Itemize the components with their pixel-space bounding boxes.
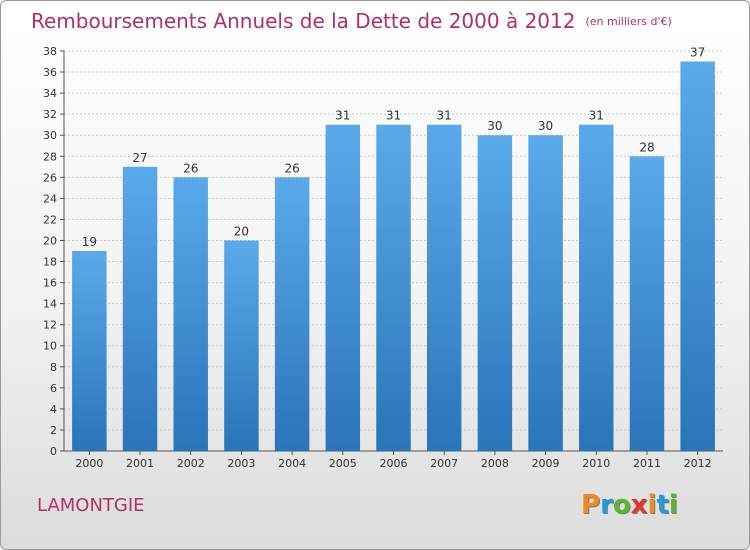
data-label: 31 — [437, 109, 452, 123]
data-labels: 19 27 26 20 26 31 31 31 30 30 31 28 37 — [82, 46, 706, 249]
bar — [477, 135, 513, 452]
x-tick-label: 2006 — [380, 457, 408, 470]
data-label: 19 — [82, 235, 97, 249]
y-tick-label: 16 — [43, 277, 57, 290]
y-tick-label: 28 — [43, 150, 57, 163]
data-label: 31 — [386, 109, 401, 123]
x-tick-label: 2008 — [481, 457, 509, 470]
x-tick-label: 2009 — [532, 457, 560, 470]
logo-letter: P — [581, 490, 601, 520]
x-tick-label: 2000 — [75, 457, 103, 470]
data-label: 26 — [284, 161, 299, 175]
x-tick-label: 2011 — [633, 457, 661, 470]
logo-letter: r — [600, 490, 613, 520]
bar — [122, 166, 158, 451]
chart-title-text: Remboursements Annuels de la Dette de 20… — [31, 9, 576, 33]
bar — [224, 240, 259, 451]
y-tick-label: 12 — [43, 319, 57, 332]
commune-name: LAMONTGIE — [37, 495, 145, 516]
y-tick-label: 26 — [43, 171, 57, 184]
bar — [426, 124, 462, 452]
y-tick-label: 10 — [43, 340, 57, 353]
x-tick-label: 2003 — [227, 457, 255, 470]
y-tick-label: 20 — [43, 234, 57, 247]
data-label: 28 — [639, 140, 654, 154]
bar — [72, 251, 107, 451]
chart-unit: (en milliers d'€) — [585, 15, 672, 28]
logo-letter: i — [647, 490, 657, 520]
data-label: 31 — [589, 109, 604, 123]
bar — [376, 124, 411, 452]
bar — [680, 61, 715, 452]
y-tick-label: 6 — [50, 382, 57, 395]
logo-letter: t — [656, 490, 669, 520]
y-tick-label: 30 — [43, 129, 57, 142]
x-tick-label: 2002 — [177, 457, 205, 470]
logo-letter: o — [612, 490, 631, 520]
x-tick-label: 2007 — [430, 457, 458, 470]
y-tick-label: 38 — [43, 45, 57, 58]
y-tick-label: 34 — [43, 87, 57, 100]
bars — [72, 61, 715, 452]
logo-letter: x — [630, 490, 648, 520]
logo-letter: i — [668, 490, 678, 520]
y-tick-label: 36 — [43, 66, 57, 79]
y-tick-label: 32 — [43, 108, 57, 121]
bar — [173, 177, 208, 451]
y-tick-label: 24 — [43, 192, 57, 205]
data-label: 20 — [234, 224, 249, 238]
bar — [528, 135, 563, 452]
bar — [629, 156, 665, 451]
x-tick-label: 2010 — [582, 457, 610, 470]
x-tick-label: 2004 — [278, 457, 306, 470]
y-tick-label: 22 — [43, 213, 57, 226]
x-tick-label: 2005 — [329, 457, 357, 470]
bar — [274, 177, 310, 451]
data-label: 37 — [690, 46, 705, 60]
y-tick-label: 2 — [50, 424, 57, 437]
data-label: 30 — [538, 119, 553, 133]
y-tick-label: 8 — [50, 361, 57, 374]
y-tick-label: 4 — [50, 403, 57, 416]
x-tick-label: 2012 — [684, 457, 712, 470]
bar — [325, 124, 361, 452]
data-label: 26 — [183, 161, 198, 175]
data-label: 31 — [335, 109, 350, 123]
x-tick-label: 2001 — [126, 457, 154, 470]
data-label: 30 — [487, 119, 502, 133]
y-tick-label: 18 — [43, 256, 57, 269]
y-tick-label: 14 — [43, 298, 57, 311]
bar — [579, 124, 614, 452]
data-label: 27 — [132, 151, 147, 165]
y-tick-label: 0 — [50, 445, 57, 458]
chart-title: Remboursements Annuels de la Dette de 20… — [31, 9, 672, 33]
proxiti-logo: Proxiti — [581, 490, 678, 520]
